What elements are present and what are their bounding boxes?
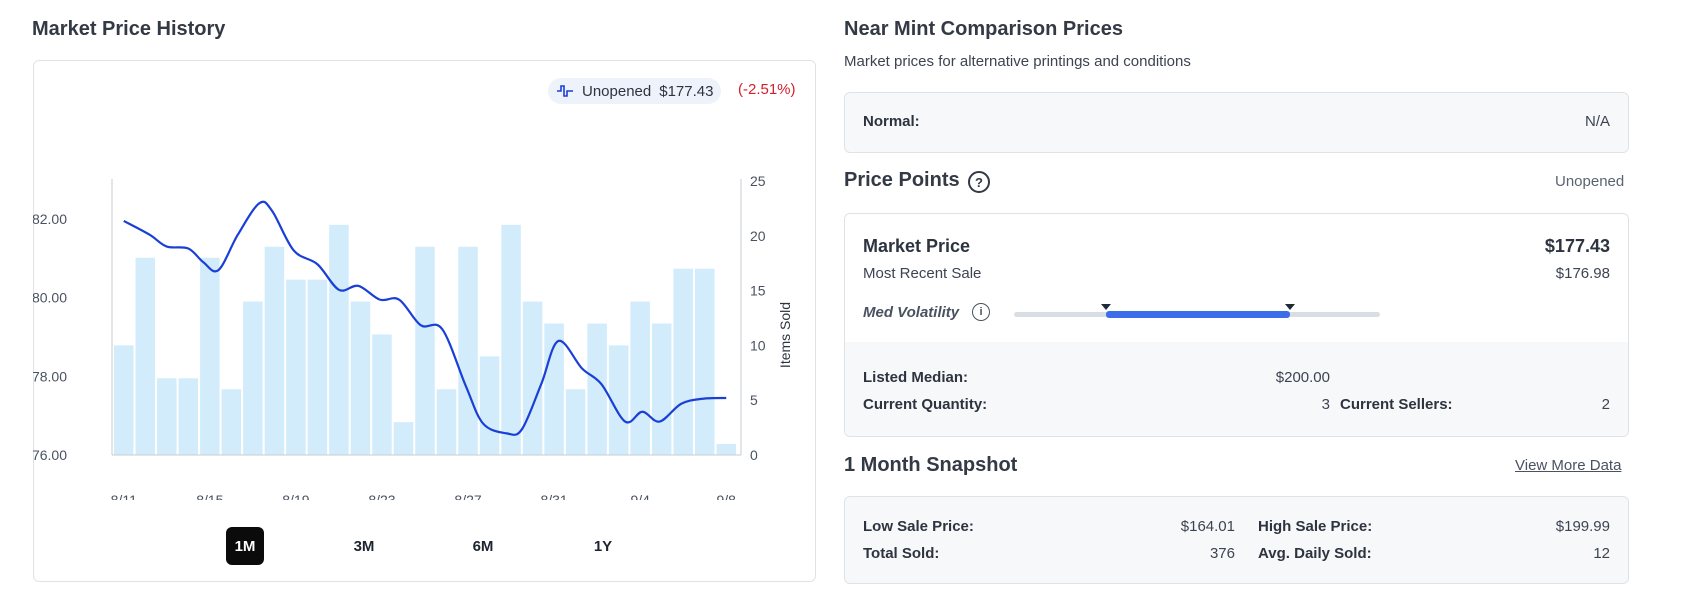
listed-median-label: Listed Median:: [863, 369, 969, 386]
high-sale-value: $199.99: [1555, 518, 1610, 535]
timeframe-button-1y[interactable]: 1Y: [593, 537, 613, 555]
left-axis-tick: $176.00: [33, 447, 67, 463]
left-axis-tick: $180.00: [33, 290, 67, 306]
items-sold-bar: [694, 268, 715, 455]
legend-label: Unopened: [582, 82, 652, 100]
right-axis-tick: 25: [750, 173, 766, 189]
x-axis-tick: 9/4: [630, 492, 650, 500]
items-sold-bar: [587, 323, 607, 455]
right-axis-title: Items Sold: [777, 302, 793, 368]
right-axis-tick: 5: [750, 392, 758, 408]
chart-legend[interactable]: Unopened $177.43: [548, 78, 722, 104]
items-sold-bar: [264, 246, 285, 455]
items-sold-bar: [458, 246, 478, 455]
items-sold-bar: [243, 301, 263, 455]
legend-price: $177.43: [659, 82, 714, 100]
x-axis-tick: 9/8: [717, 492, 737, 500]
listed-median-value: $200.00: [1275, 369, 1330, 386]
price-points-title: Price Points: [844, 169, 960, 191]
items-sold-bar: [135, 257, 156, 455]
items-sold-bar: [221, 389, 242, 455]
normal-price-card: Normal: N/A: [844, 92, 1629, 153]
items-sold-bar: [307, 279, 328, 455]
items-sold-bar: [716, 444, 736, 455]
current-sellers-value: 2: [1601, 396, 1610, 413]
items-sold-bar: [200, 257, 220, 455]
price-line-series: [123, 200, 727, 436]
most-recent-sale-value: $176.98: [1555, 265, 1610, 282]
x-axis-tick: 8/31: [540, 492, 567, 500]
x-axis-tick: 8/27: [454, 492, 481, 500]
x-axis-tick: 8/11: [111, 492, 137, 500]
right-axis-tick: 20: [750, 228, 766, 244]
total-sold-label: Total Sold:: [863, 545, 940, 562]
items-sold-bar: [651, 323, 672, 455]
right-axis-tick: 15: [750, 283, 766, 299]
current-quantity-value: 3: [1321, 396, 1330, 413]
items-sold-bar: [630, 301, 650, 455]
items-sold-bar: [157, 378, 177, 455]
current-quantity-label: Current Quantity:: [863, 396, 988, 413]
snapshot-card: Low Sale Price: $164.01 High Sale Price:…: [844, 496, 1629, 584]
avg-daily-sold-label: Avg. Daily Sold:: [1258, 545, 1372, 562]
normal-label: Normal:: [863, 113, 920, 130]
left-axis-tick: $178.00: [33, 368, 67, 384]
volatility-low-marker: [1101, 304, 1111, 310]
market-price-value: $177.43: [1544, 236, 1610, 256]
items-sold-bar: [522, 301, 543, 455]
view-more-data-link[interactable]: View More Data: [1515, 457, 1622, 474]
items-sold-bar: [544, 323, 564, 455]
items-sold-bar: [350, 301, 371, 455]
items-sold-bar: [436, 389, 457, 455]
items-sold-bar: [393, 422, 414, 455]
items-sold-bar: [329, 224, 349, 455]
x-axis-tick: 8/23: [368, 492, 395, 500]
items-sold-bar: [178, 378, 199, 455]
line-series-icon: [557, 85, 573, 97]
low-sale-label: Low Sale Price:: [863, 518, 974, 535]
items-sold-bar: [372, 334, 392, 455]
price-history-chart: $182.00 $180.00 $178.00 $176.00 25 20 15 10 5 0 8/…: [33, 173, 793, 500]
total-sold-value: 376: [1209, 545, 1235, 562]
snapshot-title: 1 Month Snapshot: [844, 454, 1018, 476]
items-sold-bar: [501, 224, 521, 455]
price-change: (-2.51%): [738, 81, 796, 98]
market-price-history-title: Market Price History: [32, 18, 226, 40]
avg-daily-sold-value: 12: [1593, 545, 1610, 562]
price-points-card: Market Price $177.43 Most Recent Sale $1…: [844, 213, 1629, 437]
price-points-details: [845, 342, 1628, 436]
x-axis-tick: 8/19: [282, 492, 309, 500]
comparison-subtitle: Market prices for alternative printings …: [844, 53, 1191, 70]
volatility-high-marker: [1285, 304, 1295, 310]
normal-value: N/A: [1584, 113, 1610, 130]
items-sold-bar: [608, 345, 629, 455]
market-price-label: Market Price: [863, 236, 971, 256]
items-sold-bar: [286, 279, 306, 455]
items-sold-bar: [565, 389, 586, 455]
low-sale-value: $164.01: [1180, 518, 1235, 535]
most-recent-sale-label: Most Recent Sale: [863, 265, 982, 282]
right-axis-tick: 0: [750, 447, 758, 463]
items-sold-bar: [415, 246, 435, 455]
items-sold-bar: [673, 268, 693, 455]
items-sold-bar: [479, 356, 500, 455]
volatility-label: Med Volatility: [863, 304, 960, 321]
right-axis-tick: 10: [750, 337, 766, 353]
timeframe-button-3m[interactable]: 3M: [353, 537, 375, 555]
question-circle-icon[interactable]: ?: [968, 171, 990, 193]
timeframe-button-6m[interactable]: 6M: [472, 537, 494, 555]
current-sellers-label: Current Sellers:: [1340, 396, 1453, 413]
price-points-variant: Unopened: [1555, 173, 1625, 190]
left-axis-tick: $182.00: [33, 211, 67, 227]
comparison-title: Near Mint Comparison Prices: [844, 18, 1123, 40]
high-sale-label: High Sale Price:: [1258, 518, 1373, 535]
volatility-range: [1106, 311, 1290, 318]
info-circle-icon[interactable]: i: [972, 303, 990, 321]
x-axis-tick: 8/15: [196, 492, 223, 500]
timeframe-button-1m[interactable]: 1M: [226, 527, 264, 565]
items-sold-bar: [114, 345, 134, 455]
